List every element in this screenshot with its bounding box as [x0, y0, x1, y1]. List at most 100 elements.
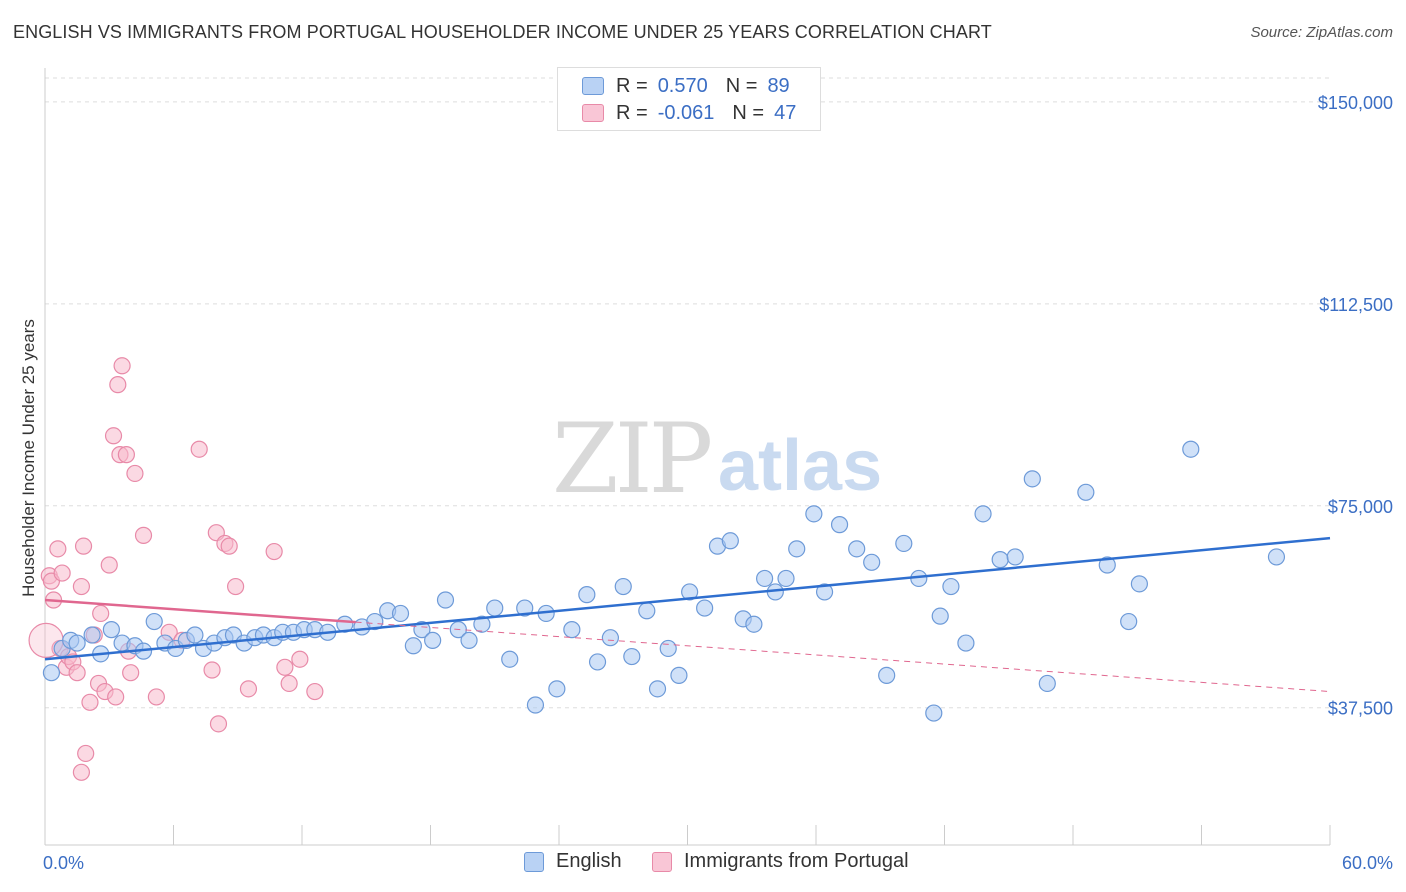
data-point-english	[974, 505, 992, 523]
data-point-english	[755, 569, 774, 588]
data-point-portugal	[239, 680, 258, 698]
data-point-english	[895, 534, 913, 553]
legend-label-portugal: Immigrants from Portugal	[684, 850, 909, 872]
data-point-portugal	[104, 427, 123, 445]
data-point-english	[526, 696, 545, 714]
data-point-portugal	[109, 376, 127, 394]
data-point-english	[1098, 556, 1116, 574]
watermark-zip: ZIP	[552, 403, 711, 515]
legend-r-value: -0.061	[657, 101, 715, 124]
x-tick-labels: 0.0% 60.0%	[43, 853, 1393, 873]
data-point-portugal	[49, 540, 67, 558]
data-point-english	[83, 626, 101, 644]
data-point-portugal	[227, 577, 245, 596]
legend-r-label: R =	[616, 101, 648, 124]
legend-item-english[interactable]: English	[524, 850, 622, 873]
data-point-english	[696, 599, 714, 617]
data-point-portugal	[81, 693, 99, 711]
data-point-english	[1006, 548, 1024, 566]
data-point-english	[925, 704, 943, 722]
data-point-portugal	[92, 604, 110, 623]
data-point-english	[42, 664, 61, 682]
data-point-portugal	[190, 440, 208, 458]
data-point-portugal	[77, 744, 95, 763]
data-point-english	[578, 586, 596, 604]
data-point-english	[614, 577, 632, 596]
data-point-portugal	[203, 661, 221, 679]
data-point-english	[721, 532, 739, 550]
data-point-english	[366, 612, 384, 631]
data-point-portugal	[113, 357, 131, 375]
data-point-english	[1038, 674, 1056, 693]
data-point-portugal	[209, 715, 228, 733]
source-credit: Source: ZipAtlas.com	[1250, 24, 1393, 41]
data-point-english	[601, 629, 620, 647]
data-point-english	[548, 680, 566, 698]
data-point-english	[391, 604, 410, 623]
data-point-english	[659, 639, 677, 658]
data-point-english	[648, 680, 667, 698]
legend-item-portugal[interactable]: Immigrants from Portugal	[652, 850, 909, 873]
data-point-portugal	[74, 537, 93, 555]
x-tick-label: 0.0%	[43, 853, 84, 873]
y-axis-label: Householder Income Under 25 years	[19, 319, 38, 597]
data-point-english	[805, 505, 823, 523]
data-point-english	[991, 551, 1009, 569]
data-point-portugal	[134, 526, 153, 544]
data-point-english	[516, 599, 534, 617]
data-point-portugal	[107, 688, 125, 706]
legend-swatch-english	[582, 77, 604, 95]
data-point-english	[1077, 483, 1095, 501]
data-point-english	[68, 634, 86, 652]
data-point-english	[745, 615, 763, 633]
legend-swatch-portugal	[652, 851, 672, 872]
data-point-english	[588, 653, 607, 671]
data-point-english	[788, 540, 806, 558]
data-point-english	[1130, 575, 1148, 593]
data-point-english	[681, 583, 699, 601]
data-point-english	[777, 569, 795, 588]
axes	[44, 68, 1331, 846]
data-point-portugal	[291, 650, 309, 668]
data-point-english	[670, 666, 688, 684]
data-point-english	[413, 621, 431, 639]
trend-line-english	[44, 536, 1331, 661]
data-point-english	[486, 599, 504, 617]
trend-line-portugal-extension	[355, 621, 1331, 693]
watermark-atlas: atlas	[718, 426, 882, 506]
legend-n-label: N =	[732, 101, 765, 124]
data-point-english	[815, 583, 834, 601]
data-point-english	[931, 607, 949, 625]
trend-line-portugal	[44, 598, 356, 624]
data-point-english	[501, 650, 519, 668]
data-point-portugal	[72, 577, 91, 596]
data-point-english	[1182, 440, 1200, 458]
data-point-english	[1120, 612, 1138, 631]
data-point-portugal	[280, 674, 298, 693]
data-point-portugal	[306, 682, 324, 701]
data-point-english	[563, 621, 581, 639]
series-legend: English Immigrants from Portugal	[0, 850, 1406, 880]
data-point-portugal	[122, 664, 140, 682]
y-tick-label: $112,500	[1319, 295, 1393, 315]
x-tick-label: 60.0%	[1342, 853, 1393, 873]
data-point-portugal	[117, 446, 135, 464]
data-point-english	[830, 516, 849, 534]
data-point-portugal	[126, 464, 144, 483]
data-point-portugal	[220, 537, 238, 555]
legend-row-portugal: R = -0.061 N = 47	[582, 99, 796, 127]
y-tick-label: $37,500	[1328, 699, 1393, 719]
y-tick-label: $75,000	[1328, 497, 1393, 517]
y-tick-label: $150,000	[1318, 93, 1393, 113]
y-tick-labels: $37,500 $75,000 $112,500 $150,000	[1318, 93, 1393, 719]
watermark: ZIP atlas	[552, 403, 882, 515]
data-point-english	[863, 553, 881, 571]
data-point-english	[848, 540, 866, 558]
data-point-portugal	[72, 763, 91, 781]
data-point-english	[957, 634, 975, 652]
legend-swatch-portugal	[582, 104, 604, 122]
data-point-english	[878, 666, 896, 684]
data-point-english	[1267, 548, 1286, 566]
legend-n-label: N =	[725, 74, 758, 97]
